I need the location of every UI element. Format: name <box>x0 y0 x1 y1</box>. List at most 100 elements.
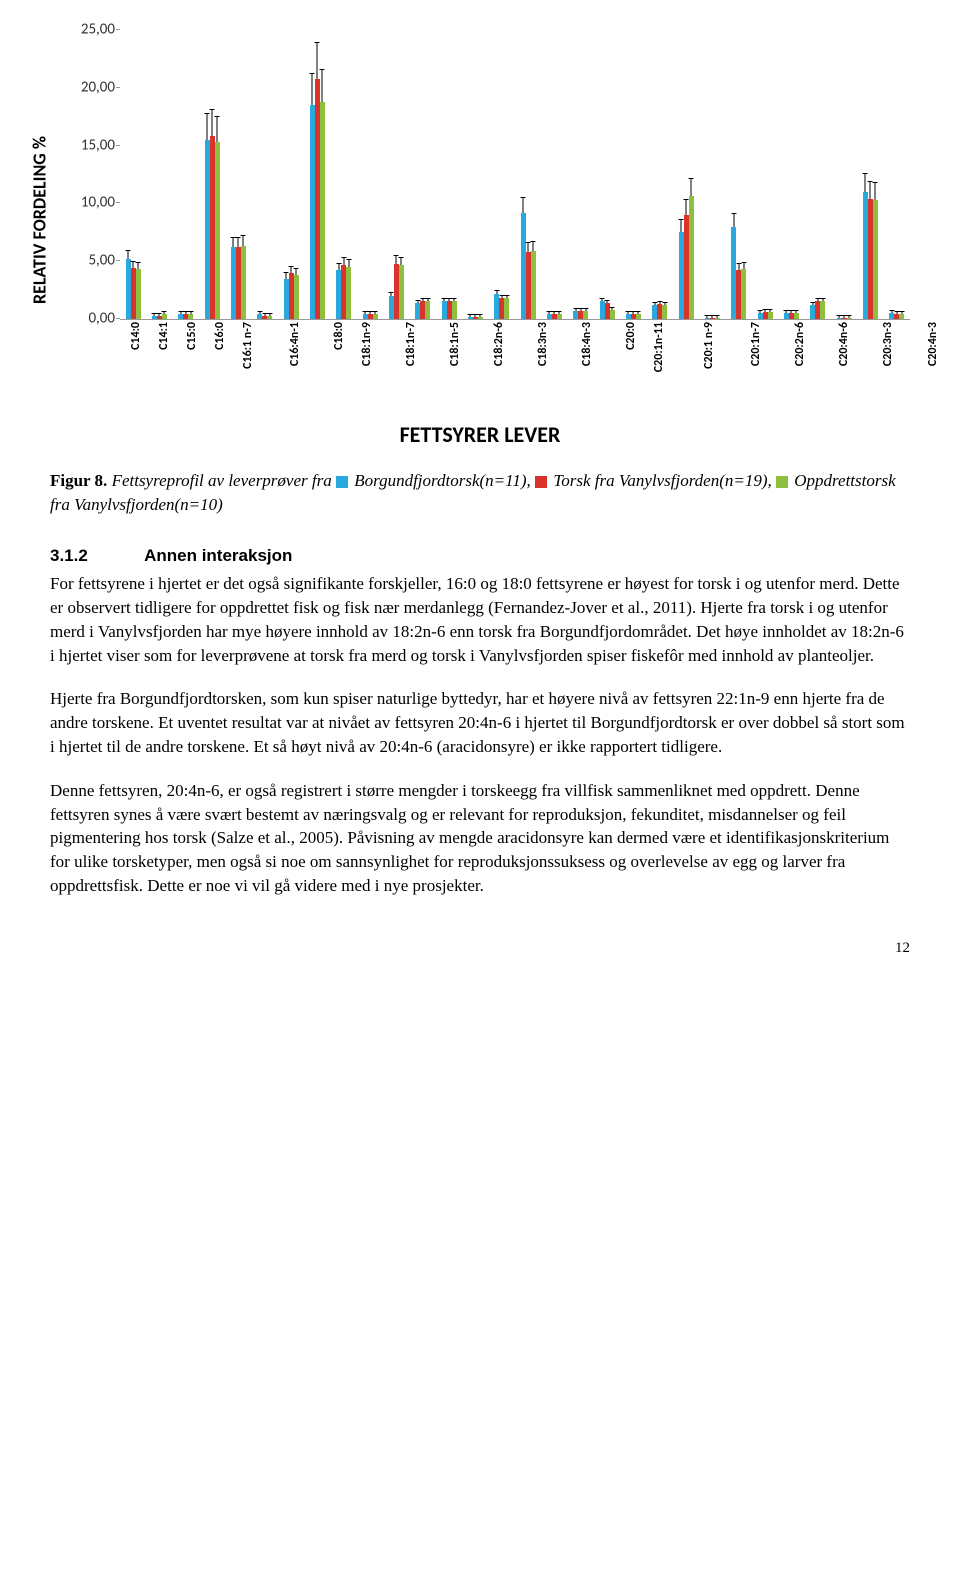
bar <box>294 275 299 319</box>
bar-group <box>146 30 172 319</box>
bar <box>899 314 904 319</box>
bar-group <box>304 30 330 319</box>
bar <box>504 298 509 319</box>
bar <box>425 301 430 319</box>
bar <box>847 318 852 319</box>
bar <box>689 196 694 319</box>
figure-label: Figur 8. <box>50 471 107 490</box>
bar-group <box>410 30 436 319</box>
ytick-label: 20,00 <box>70 77 115 98</box>
bar <box>478 317 483 319</box>
x-label: C20:3n-3 <box>880 322 897 366</box>
bar-group <box>225 30 251 319</box>
fatty-acid-chart: RELATIV FORDELING % 0,005,0010,0015,0020… <box>50 30 910 410</box>
bar <box>873 200 878 319</box>
bar-group <box>120 30 146 319</box>
chart-title: FETTSYRER LEVER <box>50 420 910 451</box>
bar-group <box>515 30 541 319</box>
bar <box>215 142 220 319</box>
bar-group <box>857 30 883 319</box>
bar-group <box>778 30 804 319</box>
x-label: C20:1n-11 <box>651 322 668 372</box>
bar-group <box>673 30 699 319</box>
bar-group <box>357 30 383 319</box>
bar <box>794 313 799 319</box>
bar <box>188 314 193 319</box>
x-label: C20:2n-6 <box>792 322 809 366</box>
section-number: 3.1.2 <box>50 544 140 568</box>
bar <box>715 318 720 319</box>
bar <box>662 305 667 319</box>
x-label: C20:1n-7 <box>748 322 765 366</box>
swatch-blue <box>336 476 348 488</box>
caption-part-2: Torsk fra Vanylvsfjorden(n=19), <box>549 471 776 490</box>
bar-group <box>199 30 225 319</box>
bar-group <box>620 30 646 319</box>
section-title: Annen interaksjon <box>144 546 292 565</box>
bar <box>636 314 641 319</box>
x-label: C18:0 <box>331 322 348 350</box>
bar <box>768 312 773 319</box>
x-label: C20:4n-6 <box>836 322 853 366</box>
paragraph-3: Denne fettsyren, 20:4n-6, er også regist… <box>50 779 910 898</box>
bar <box>557 314 562 319</box>
caption-part-0: Fettsyreprofil av leverprøver fra <box>112 471 336 490</box>
bar-group <box>252 30 278 319</box>
x-label: C18:1n-5 <box>447 322 464 366</box>
caption-part-1: Borgundfjordtorsk(n=11), <box>350 471 535 490</box>
x-label: C20:0 <box>623 322 640 350</box>
bar <box>267 316 272 319</box>
y-axis-label: RELATIV FORDELING % <box>27 136 52 304</box>
x-label: C15:0 <box>184 322 201 350</box>
x-label: C16:1 n-7 <box>240 322 257 369</box>
bar <box>399 265 404 319</box>
bar <box>583 311 588 319</box>
bar-group <box>831 30 857 319</box>
page-number: 12 <box>50 938 910 959</box>
bar <box>320 102 325 319</box>
bar-group <box>884 30 910 319</box>
bar-group <box>752 30 778 319</box>
x-label: C18:3n-3 <box>535 322 552 366</box>
x-label: C20:1 n-9 <box>701 322 718 369</box>
bar-group <box>331 30 357 319</box>
bar <box>346 267 351 319</box>
bar-group <box>462 30 488 319</box>
bar-group <box>699 30 725 319</box>
x-label: C18:2n-6 <box>491 322 508 366</box>
bar-group <box>278 30 304 319</box>
bar-group <box>594 30 620 319</box>
bar <box>241 246 246 319</box>
x-label: C14:0 <box>128 322 145 350</box>
paragraph-2: Hjerte fra Borgundfjordtorsken, som kun … <box>50 687 910 758</box>
figure-caption: Figur 8. Fettsyreprofil av leverprøver f… <box>50 469 910 517</box>
x-label: C16:4n-1 <box>287 322 304 366</box>
bar <box>136 269 141 319</box>
ytick-label: 10,00 <box>70 193 115 214</box>
x-label: C18:1n-9 <box>359 322 376 366</box>
bar-group <box>647 30 673 319</box>
bar-group <box>568 30 594 319</box>
bar-group <box>805 30 831 319</box>
bar <box>610 310 615 319</box>
swatch-red <box>535 476 547 488</box>
section-heading: 3.1.2 Annen interaksjon <box>50 544 910 568</box>
bar-group <box>383 30 409 319</box>
bar-group <box>726 30 752 319</box>
x-labels: C14:0C14:1C15:0C16:0C16:1 n-7C16:4n-1C18… <box>120 322 910 339</box>
x-label: C14:1 <box>156 322 173 350</box>
bar-group <box>173 30 199 319</box>
paragraph-1: For fettsyrene i hjertet er det også sig… <box>50 572 910 667</box>
bar-group <box>541 30 567 319</box>
x-label: C18:1n-7 <box>403 322 420 366</box>
ytick-label: 5,00 <box>70 251 115 272</box>
x-label: C18:4n-3 <box>579 322 596 366</box>
bar <box>741 269 746 319</box>
bar <box>531 251 536 319</box>
ytick-label: 25,00 <box>70 20 115 41</box>
bar <box>162 314 167 319</box>
bar-group <box>489 30 515 319</box>
bar <box>820 301 825 319</box>
bar <box>373 314 378 319</box>
bar-group <box>436 30 462 319</box>
